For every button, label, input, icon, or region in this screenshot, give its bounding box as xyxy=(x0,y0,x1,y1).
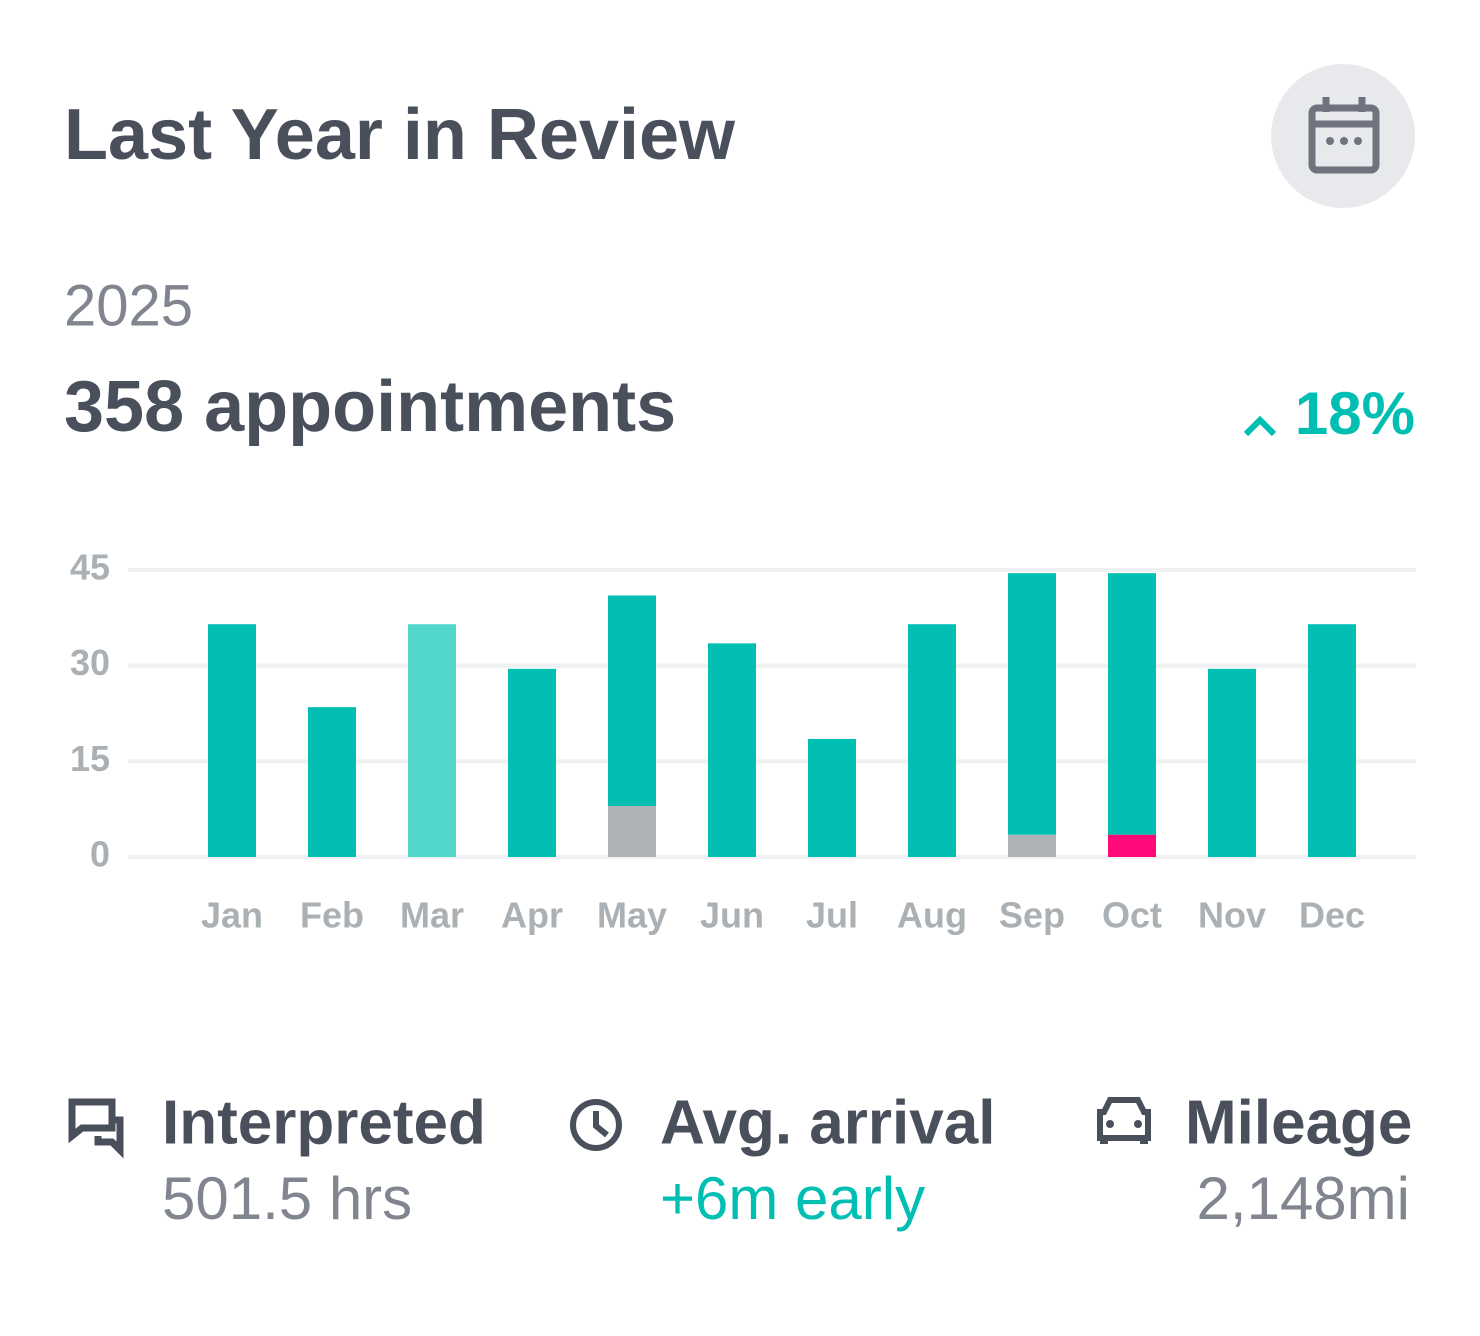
bar-segment xyxy=(408,624,456,857)
stat-value: +6m early xyxy=(660,1165,925,1232)
bar-segment xyxy=(808,739,856,857)
bar-segment xyxy=(1208,668,1256,857)
x-tick-label: Feb xyxy=(300,895,364,936)
up-chevron xyxy=(1243,415,1277,437)
x-tick-label: Jan xyxy=(201,895,263,936)
stat-value: 2,148mi xyxy=(1197,1165,1410,1232)
x-tick-label: Dec xyxy=(1299,895,1365,936)
stat-value: 501.5 hrs xyxy=(162,1165,412,1232)
x-tick-label: May xyxy=(597,895,667,936)
bar-segment xyxy=(708,643,756,857)
stat-label: Interpreted xyxy=(162,1088,486,1157)
x-tick-label: Apr xyxy=(501,895,563,936)
stat-label: Avg. arrival xyxy=(660,1088,995,1157)
year: 2025 xyxy=(64,273,193,338)
x-tick-label: Jun xyxy=(700,895,764,936)
stat-label: Mileage xyxy=(1185,1088,1412,1157)
chart: 0 15 30 45 Jan Feb Mar Apr May Jun Jul Aug Sep Oct Nov… xyxy=(70,547,1416,936)
bar-segment xyxy=(1008,573,1056,835)
clock-icon xyxy=(570,1099,622,1151)
bar-segment xyxy=(1308,624,1356,857)
x-tick-label: Oct xyxy=(1102,895,1162,936)
button-bg[interactable] xyxy=(1271,64,1415,208)
calendar-icon xyxy=(1308,97,1380,174)
bar-segment xyxy=(308,707,356,857)
x-tick-label: Aug xyxy=(897,895,967,936)
total-appointments: 358 appointments xyxy=(64,367,676,447)
calendar-dots xyxy=(1326,137,1362,145)
change-percent: 18% xyxy=(1295,380,1415,447)
bar-segment xyxy=(608,805,656,857)
y-tick-label: 15 xyxy=(70,738,110,779)
x-tick-label: Sep xyxy=(999,895,1065,936)
car-icon xyxy=(1097,1097,1151,1144)
y-tick-label: 45 xyxy=(70,547,110,588)
title: Last Year in Review xyxy=(64,95,736,175)
bar-segment xyxy=(1108,573,1156,835)
x-tick-label: Nov xyxy=(1198,895,1266,936)
x-tick-label: Mar xyxy=(400,895,464,936)
x-tick-label: Jul xyxy=(806,895,858,936)
bar-segment xyxy=(508,668,556,857)
y-tick-label: 0 xyxy=(90,834,110,875)
calendar-button[interactable] xyxy=(1271,64,1415,208)
bar-segment xyxy=(1008,834,1056,857)
bar-segment xyxy=(1108,834,1156,857)
bar-segment xyxy=(908,624,956,857)
y-tick-label: 30 xyxy=(70,642,110,683)
bar-segment xyxy=(608,595,656,806)
chat-icon xyxy=(68,1098,124,1159)
bar-segment xyxy=(208,624,256,857)
